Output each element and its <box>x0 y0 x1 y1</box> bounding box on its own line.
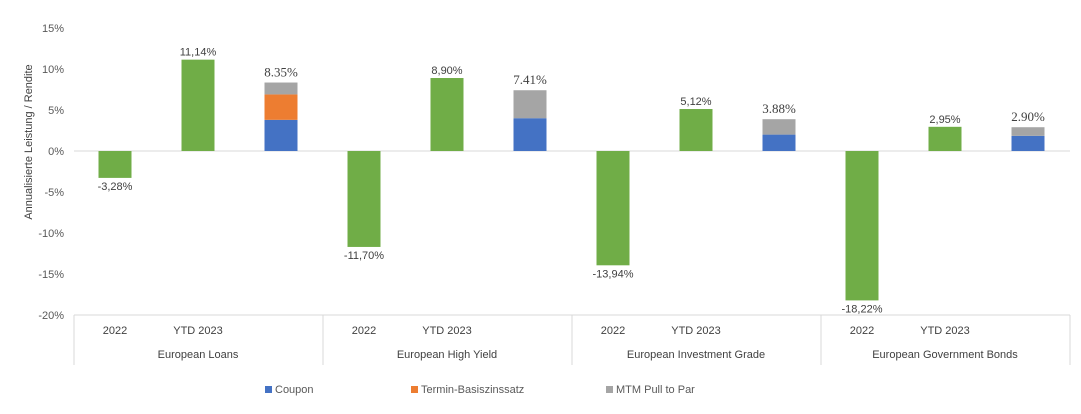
bar-segment-coupon <box>1011 135 1045 151</box>
bar <box>928 126 962 151</box>
y-tick-label: -10% <box>38 228 64 240</box>
y-tick-label: -5% <box>44 187 64 199</box>
value-label: -13,94% <box>593 268 634 280</box>
category-label: YTD 2023 <box>422 325 472 337</box>
bar <box>430 78 464 151</box>
bar-segment-mtm <box>762 119 796 135</box>
y-tick-label: -20% <box>38 310 64 322</box>
total-label: 3.88% <box>762 101 796 116</box>
category-label: YTD 2023 <box>920 325 970 337</box>
bar <box>679 109 713 151</box>
legend-label-mtm: MTM Pull to Par <box>616 384 695 396</box>
bar-segment-termin <box>264 94 298 120</box>
group-label: European Loans <box>158 349 239 361</box>
category-label: 2022 <box>850 325 874 337</box>
category-label: YTD 2023 <box>671 325 721 337</box>
category-label: 2022 <box>601 325 625 337</box>
value-label: -3,28% <box>98 181 133 193</box>
value-label: 2,95% <box>929 114 960 126</box>
value-label: 8,90% <box>431 65 462 77</box>
axis-lines <box>74 150 1070 316</box>
value-label: -18,22% <box>842 303 883 315</box>
y-tick-label: 5% <box>48 105 64 117</box>
bar-segment-coupon <box>762 134 796 151</box>
value-label: -11,70% <box>344 250 384 262</box>
y-tick-label: 10% <box>42 64 64 76</box>
legend: Coupon Termin-Basiszinssatz MTM Pull to Pa… <box>265 384 695 396</box>
value-label: 11,14% <box>180 47 217 59</box>
bars <box>98 59 1045 301</box>
total-label: 2.90% <box>1011 109 1045 124</box>
group-label: European Investment Grade <box>627 349 765 361</box>
legend-swatch-mtm <box>606 386 613 393</box>
bar-segment-mtm <box>513 90 547 119</box>
y-axis-tick-labels: 15% 10% 5% 0% -5% -10% -15% -20% <box>38 23 64 322</box>
y-tick-label: 15% <box>42 23 64 35</box>
bar <box>347 151 381 247</box>
data-labels: -3,28% 11,14% 8.35% -11,70% 8,90% 7.41% -13,94… <box>98 47 1045 316</box>
bar <box>845 151 879 301</box>
y-tick-label: 0% <box>48 146 64 158</box>
legend-swatch-coupon <box>265 386 272 393</box>
bar <box>596 151 630 266</box>
category-axis: 2022 YTD 2023 European Loans 2022 YTD 2023 Eu… <box>73 315 1071 365</box>
category-label: 2022 <box>103 325 127 337</box>
legend-label-coupon: Coupon <box>275 384 314 396</box>
legend-swatch-termin <box>411 386 418 393</box>
bar-segment-mtm <box>1011 127 1045 136</box>
bar <box>181 59 215 151</box>
category-label: YTD 2023 <box>173 325 223 337</box>
group-label: European Government Bonds <box>872 349 1018 361</box>
category-label: 2022 <box>352 325 376 337</box>
y-tick-label: -15% <box>38 269 64 281</box>
bar-segment-coupon <box>264 119 298 151</box>
bar <box>98 151 132 178</box>
value-label: 5,12% <box>680 96 711 108</box>
y-axis-label: Annualisierte Leistung / Rendite <box>23 64 35 219</box>
bar-segment-coupon <box>513 118 547 151</box>
legend-label-termin: Termin-Basiszinssatz <box>421 384 524 396</box>
total-label: 7.41% <box>513 72 547 87</box>
group-label: European High Yield <box>397 349 497 361</box>
bar-segment-mtm <box>264 82 298 95</box>
total-label: 8.35% <box>264 65 298 80</box>
